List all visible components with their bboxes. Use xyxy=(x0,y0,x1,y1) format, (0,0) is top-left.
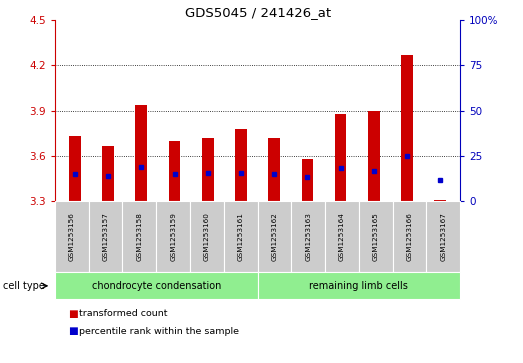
Bar xyxy=(368,111,380,201)
Bar xyxy=(302,159,313,201)
Text: GSM1253159: GSM1253159 xyxy=(170,212,176,261)
Text: GSM1253165: GSM1253165 xyxy=(373,212,379,261)
Bar xyxy=(435,200,446,201)
Bar xyxy=(103,146,114,201)
Text: GSM1253167: GSM1253167 xyxy=(440,212,446,261)
Bar xyxy=(202,138,213,201)
Text: chondrocyte condensation: chondrocyte condensation xyxy=(92,281,221,291)
Text: ■: ■ xyxy=(68,309,78,319)
Text: GSM1253157: GSM1253157 xyxy=(103,212,109,261)
Bar xyxy=(268,138,280,201)
Text: GSM1253163: GSM1253163 xyxy=(305,212,311,261)
Text: GSM1253166: GSM1253166 xyxy=(406,212,413,261)
Text: GSM1253156: GSM1253156 xyxy=(69,212,75,261)
Text: cell type: cell type xyxy=(3,281,44,291)
Text: GSM1253158: GSM1253158 xyxy=(137,212,142,261)
Bar xyxy=(401,55,413,201)
Text: transformed count: transformed count xyxy=(79,310,168,318)
Bar xyxy=(235,129,247,201)
Text: GSM1253160: GSM1253160 xyxy=(204,212,210,261)
Text: remaining limb cells: remaining limb cells xyxy=(310,281,408,291)
Text: GSM1253162: GSM1253162 xyxy=(271,212,278,261)
Bar xyxy=(135,105,147,201)
Bar xyxy=(335,114,346,201)
Text: percentile rank within the sample: percentile rank within the sample xyxy=(79,327,240,336)
Text: GSM1253164: GSM1253164 xyxy=(339,212,345,261)
Text: ■: ■ xyxy=(68,326,78,337)
Bar xyxy=(69,136,81,201)
Title: GDS5045 / 241426_at: GDS5045 / 241426_at xyxy=(185,6,331,19)
Bar xyxy=(169,141,180,201)
Text: GSM1253161: GSM1253161 xyxy=(237,212,244,261)
